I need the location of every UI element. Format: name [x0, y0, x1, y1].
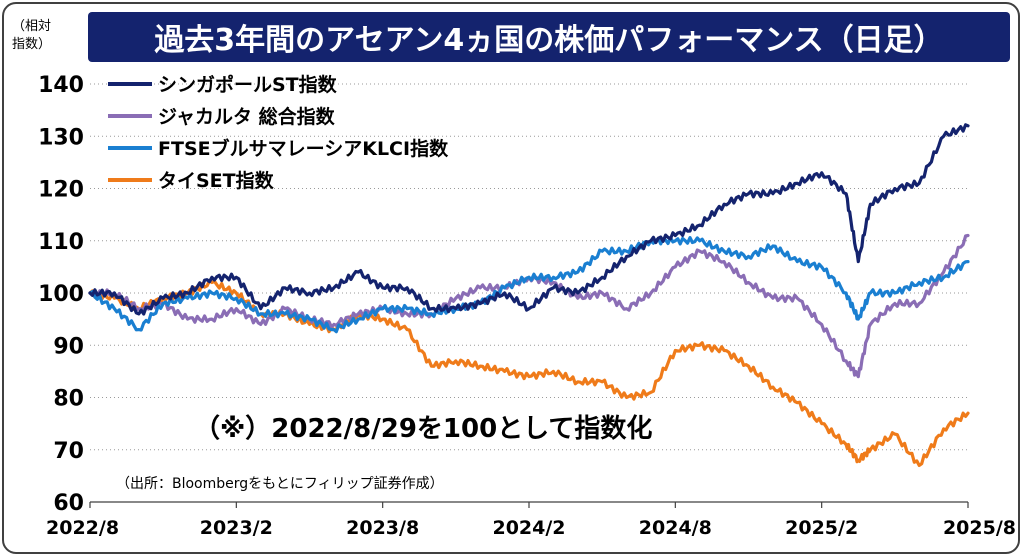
series-line-0: [88, 123, 970, 316]
annotation-note: （※）2022/8/29を100として指数化: [194, 414, 652, 444]
y-tick-label: 100: [38, 282, 84, 307]
line-chart-plot: 60 70 80 90 100 110 120 130 140 2022/8 2023/2 2023…: [38, 73, 1016, 539]
x-tick-label: 2023/8: [346, 517, 419, 539]
x-tick-label: 2022/8: [46, 517, 119, 539]
y-axis-ticks: 60 70 80 90 100 110 120 130 140: [38, 73, 84, 516]
x-tick-label: 2024/2: [492, 517, 565, 539]
legend-label-2: FTSEブルサマレーシアKLCI指数: [158, 137, 449, 160]
x-tick-label: 2024/8: [639, 517, 712, 539]
y-tick-label: 130: [38, 125, 84, 150]
source-note: （出所：Bloombergをもとにフィリップ証券作成）: [116, 476, 444, 492]
x-axis-ticks: 2022/8 2023/2 2023/8 2024/2 2024/8 2025/2 2025…: [46, 502, 1016, 539]
series-line-1: [88, 233, 970, 379]
series-line-3: [88, 279, 970, 467]
legend-label-3: タイSET指数: [158, 169, 275, 192]
y-tick-label: 90: [53, 334, 84, 359]
y-tick-label: 140: [38, 73, 84, 98]
x-tick-label: 2023/2: [200, 517, 273, 539]
series-lines: [88, 123, 970, 467]
y-tick-label: 60: [53, 491, 84, 516]
y-tick-label: 80: [53, 387, 84, 412]
x-tick-label: 2025/2: [785, 517, 858, 539]
legend-label-0: シンガポールST指数: [158, 73, 338, 96]
y-axis-unit-label: （相対 指数）: [12, 19, 52, 52]
y-tick-label: 120: [38, 178, 84, 203]
chart-title: 過去3年間のアセアン4ヵ国の株価パフォーマンス（日足）: [88, 12, 1010, 62]
y-tick-label: 110: [38, 230, 84, 255]
y-tick-label: 70: [53, 439, 84, 464]
legend-label-1: ジャカルタ 総合指数: [158, 105, 336, 128]
x-tick-label: 2025/8: [943, 517, 1016, 539]
series-line-2: [88, 236, 970, 334]
